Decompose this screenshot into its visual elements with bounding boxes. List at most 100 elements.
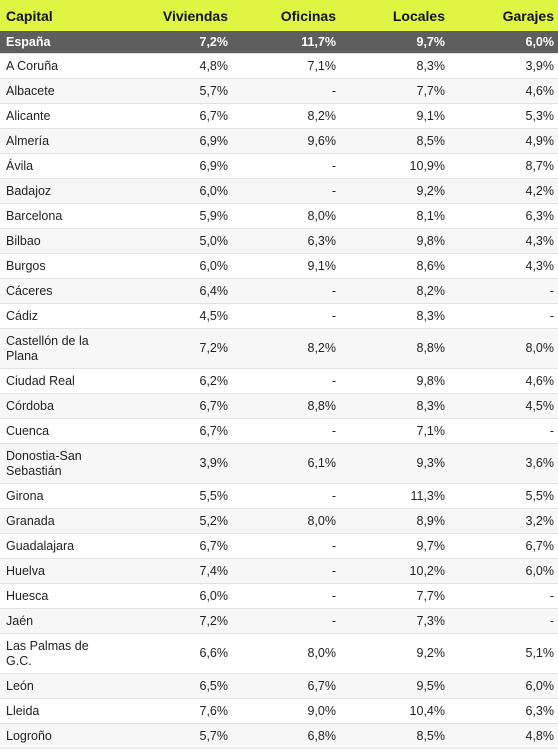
table-row: Girona 5,5% -11,3% 5,5% xyxy=(0,483,558,509)
cell-oficinas: - xyxy=(232,368,340,394)
table-row: Córdoba 6,7% 8,8% 8,3% 4,5% xyxy=(0,393,558,419)
cell-garajes: 6,0% xyxy=(449,673,558,699)
table-row: Granada 5,2% 8,0% 8,9% 3,2% xyxy=(0,508,558,534)
capital-name: A Coruña xyxy=(0,53,114,79)
cell-garajes: 4,6% xyxy=(449,78,558,104)
capital-name: Castellón de la Plana xyxy=(0,328,114,369)
table-row: Almería 6,9% 9,6% 8,5% 4,9% xyxy=(0,128,558,154)
cell-garajes: 4,3% xyxy=(449,228,558,254)
cell-locales: 8,6% xyxy=(340,253,449,279)
cell-viviendas: 7,6% xyxy=(114,698,232,724)
cell-viviendas: 5,5% xyxy=(114,483,232,509)
header-capital[interactable]: Capital xyxy=(0,0,114,31)
table-row: Albacete 5,7% -7,7% 4,6% xyxy=(0,78,558,104)
cell-locales: 11,3% xyxy=(340,483,449,509)
cell-garajes: 5,5% xyxy=(449,483,558,509)
capital-name: Guadalajara xyxy=(0,533,114,559)
cell-viviendas: 5,7% xyxy=(114,723,232,749)
cell-locales: 9,8% xyxy=(340,368,449,394)
cell-oficinas: 9,1% xyxy=(232,253,340,279)
cell-oficinas: 8,0% xyxy=(232,508,340,534)
cell-garajes: 4,9% xyxy=(449,128,558,154)
capital-name: Ciudad Real xyxy=(0,368,114,394)
cell-garajes: 8,7% xyxy=(449,153,558,179)
table-row: Huesca 6,0% -7,7% - xyxy=(0,583,558,609)
capital-name: Almería xyxy=(0,128,114,154)
cell-garajes: 4,3% xyxy=(449,253,558,279)
capital-name: Albacete xyxy=(0,78,114,104)
table-row: Alicante 6,7% 8,2% 9,1% 5,3% xyxy=(0,103,558,129)
cell-locales: 8,5% xyxy=(340,128,449,154)
capital-name: León xyxy=(0,673,114,699)
total-oficinas: 11,7% xyxy=(232,31,340,54)
cell-locales: 9,1% xyxy=(340,103,449,129)
capital-name: Ávila xyxy=(0,153,114,179)
cell-oficinas: - xyxy=(232,278,340,304)
cell-viviendas: 7,2% xyxy=(114,328,232,369)
cell-garajes: 3,6% xyxy=(449,443,558,484)
cell-viviendas: 6,0% xyxy=(114,253,232,279)
table-row: Las Palmas de G.C. 6,6% 8,0% 9,2% 5,1% xyxy=(0,633,558,674)
cell-garajes: 4,2% xyxy=(449,178,558,204)
cell-locales: 8,3% xyxy=(340,303,449,329)
capital-name: Huesca xyxy=(0,583,114,609)
table-row: Cáceres 6,4% -8,2% - xyxy=(0,278,558,304)
cell-viviendas: 6,2% xyxy=(114,368,232,394)
cell-oficinas: - xyxy=(232,78,340,104)
cell-viviendas: 6,5% xyxy=(114,673,232,699)
table-row: Barcelona 5,9% 8,0% 8,1% 6,3% xyxy=(0,203,558,229)
header-garajes[interactable]: Garajes xyxy=(449,0,558,31)
total-viviendas: 7,2% xyxy=(114,31,232,54)
cell-garajes: 4,6% xyxy=(449,368,558,394)
capital-name: Alicante xyxy=(0,103,114,129)
header-locales[interactable]: Locales xyxy=(340,0,449,31)
cell-locales: 7,7% xyxy=(340,583,449,609)
cell-garajes: 3,2% xyxy=(449,508,558,534)
total-name: España xyxy=(0,31,114,54)
table-row: Bilbao 5,0% 6,3% 9,8% 4,3% xyxy=(0,228,558,254)
table-row: Huelva 7,4% -10,2% 6,0% xyxy=(0,558,558,584)
cell-viviendas: 6,4% xyxy=(114,278,232,304)
header-oficinas[interactable]: Oficinas xyxy=(232,0,340,31)
capital-name: Logroño xyxy=(0,723,114,749)
cell-viviendas: 5,0% xyxy=(114,228,232,254)
table-row: Castellón de la Plana 7,2% 8,2% 8,8% 8,0% xyxy=(0,328,558,369)
header-viviendas[interactable]: Viviendas xyxy=(114,0,232,31)
cell-garajes: 5,3% xyxy=(449,103,558,129)
cell-viviendas: 7,2% xyxy=(114,608,232,634)
cell-oficinas: - xyxy=(232,153,340,179)
cell-oficinas: - xyxy=(232,608,340,634)
capital-name: Barcelona xyxy=(0,203,114,229)
table-row: Guadalajara 6,7% -9,7% 6,7% xyxy=(0,533,558,559)
cell-locales: 9,5% xyxy=(340,673,449,699)
cell-garajes: - xyxy=(449,303,558,329)
cell-viviendas: 6,7% xyxy=(114,103,232,129)
cell-garajes: - xyxy=(449,608,558,634)
cell-viviendas: 7,4% xyxy=(114,558,232,584)
cell-locales: 8,2% xyxy=(340,278,449,304)
cell-viviendas: 6,7% xyxy=(114,533,232,559)
capital-name: Burgos xyxy=(0,253,114,279)
table-row: Lleida 7,6% 9,0% 10,4% 6,3% xyxy=(0,698,558,724)
cell-locales: 7,7% xyxy=(340,78,449,104)
cell-locales: 7,1% xyxy=(340,418,449,444)
capital-name: Cuenca xyxy=(0,418,114,444)
cell-viviendas: 6,7% xyxy=(114,393,232,419)
capital-name: Cáceres xyxy=(0,278,114,304)
capital-name: Córdoba xyxy=(0,393,114,419)
table-row: Jaén 7,2% -7,3% - xyxy=(0,608,558,634)
cell-garajes: 6,3% xyxy=(449,698,558,724)
cell-locales: 8,1% xyxy=(340,203,449,229)
cell-locales: 8,3% xyxy=(340,53,449,79)
header-row: Capital Viviendas Oficinas Locales Garaj… xyxy=(0,0,558,31)
table-body: España 7,2% 11,7% 9,7% 6,0% A Coruña 4,8%… xyxy=(0,31,558,749)
cell-oficinas: - xyxy=(232,583,340,609)
cell-locales: 10,4% xyxy=(340,698,449,724)
total-garajes: 6,0% xyxy=(449,31,558,54)
cell-oficinas: 7,1% xyxy=(232,53,340,79)
cell-garajes: 6,3% xyxy=(449,203,558,229)
cell-viviendas: 5,2% xyxy=(114,508,232,534)
table-row: Burgos 6,0% 9,1% 8,6% 4,3% xyxy=(0,253,558,279)
capital-name: Granada xyxy=(0,508,114,534)
